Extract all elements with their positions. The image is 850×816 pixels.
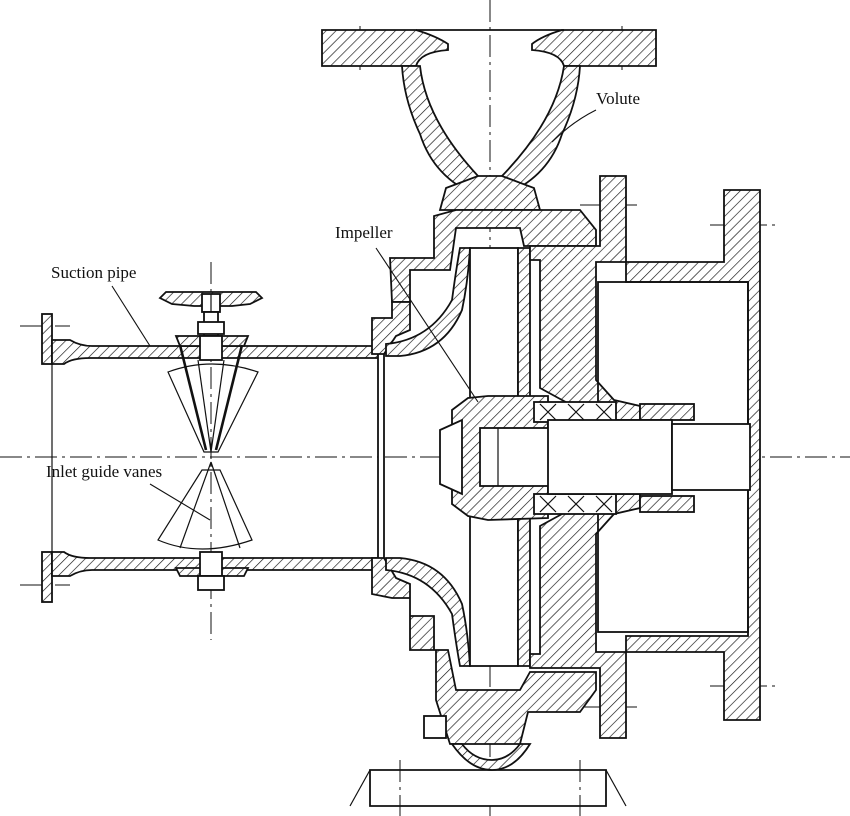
volute-tongue bbox=[438, 175, 542, 211]
discharge-flange-right bbox=[531, 29, 657, 67]
upper-vane-line-b bbox=[210, 359, 225, 453]
inlet-guide-vanes bbox=[157, 291, 264, 591]
volute-bottom-bulge bbox=[450, 743, 532, 771]
leader-volute bbox=[551, 109, 597, 143]
bearing-top-rollers bbox=[539, 403, 613, 421]
bearing-top bbox=[533, 401, 617, 423]
volute-lower-shroud bbox=[371, 557, 597, 745]
inlet-flange-top bbox=[41, 313, 53, 365]
volute-casing bbox=[321, 29, 657, 816]
impeller-nut bbox=[439, 418, 463, 496]
leader-suction-pipe bbox=[111, 285, 151, 347]
bearing-bracket bbox=[529, 175, 761, 739]
pump-foot bbox=[369, 769, 607, 807]
shaft-coupling-end bbox=[671, 423, 751, 491]
volute-upper-shroud bbox=[389, 209, 597, 303]
bearing-bottom bbox=[533, 493, 617, 515]
leader-impeller bbox=[375, 247, 479, 403]
label-impeller: Impeller bbox=[335, 223, 393, 242]
casing-suction-neck-top bbox=[371, 301, 411, 355]
inlet-flange-bottom bbox=[41, 551, 53, 603]
foot-slant-left bbox=[349, 769, 371, 807]
shaft-front-section bbox=[479, 427, 553, 487]
shaft bbox=[479, 419, 751, 495]
upper-vane-fan bbox=[167, 363, 259, 453]
stem-nut bbox=[197, 321, 225, 335]
annotations: Volute Impeller Suction pipe Inlet guide… bbox=[46, 89, 640, 521]
suction-pipe-outlet-ring bbox=[377, 329, 385, 581]
discharge-flange-left bbox=[321, 29, 449, 67]
bearing-bottom-rollers bbox=[539, 495, 613, 513]
bracket-lower bbox=[529, 493, 641, 739]
drain-plug bbox=[423, 715, 447, 739]
upper-vane-line-a bbox=[197, 359, 212, 453]
bracket-upper bbox=[529, 175, 641, 421]
shaft-main-section bbox=[547, 419, 673, 495]
lower-vane-line-a bbox=[179, 461, 212, 549]
vane-bearing-bottom bbox=[199, 551, 223, 577]
upper-vane-edge-right bbox=[214, 344, 244, 451]
leader-inlet-guide-vanes bbox=[149, 483, 211, 521]
vane-bearing-top bbox=[199, 335, 223, 361]
label-inlet-guide-vanes: Inlet guide vanes bbox=[46, 462, 162, 481]
volute-throat-wall-left bbox=[401, 65, 479, 198]
volute-throat-wall-right bbox=[501, 65, 581, 198]
upper-vane-edge-left bbox=[178, 344, 208, 451]
label-volute: Volute bbox=[596, 89, 640, 108]
bottom-nut bbox=[197, 575, 225, 591]
label-suction-pipe: Suction pipe bbox=[51, 263, 136, 282]
seal-gland-bottom bbox=[639, 495, 695, 513]
lower-vane-line-b bbox=[210, 461, 241, 549]
foot-slant-right bbox=[605, 769, 627, 807]
lower-vane-fan bbox=[157, 469, 253, 550]
seal-gland-top bbox=[639, 403, 695, 421]
